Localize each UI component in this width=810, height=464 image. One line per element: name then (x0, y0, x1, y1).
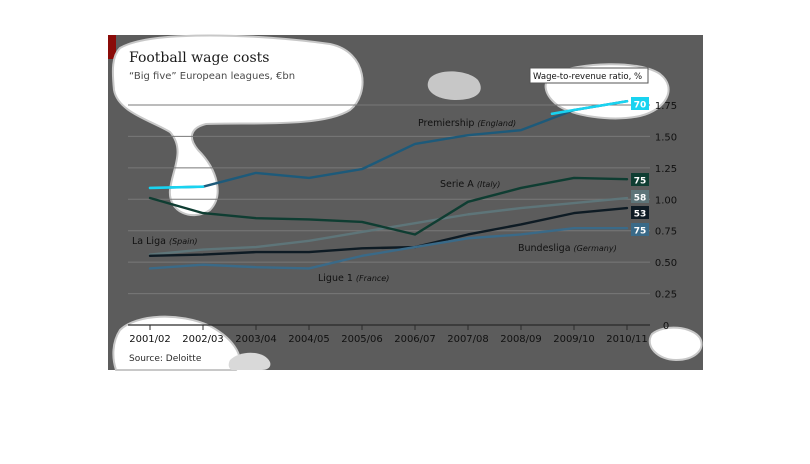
legend-note-text: Wage-to-revenue ratio, % (533, 72, 642, 82)
series-name: La Liga (132, 236, 169, 247)
x-tick-label: 2001/02 (129, 334, 171, 345)
series-highlight-start (148, 185, 205, 190)
x-tick-label: 2005/06 (341, 334, 383, 345)
x-tick-label: 2010/11 (606, 334, 648, 345)
x-tick-label: 2004/05 (288, 334, 330, 345)
series-country: (England) (477, 119, 516, 128)
series-name: Bundesliga (518, 243, 574, 254)
y-tick-label: 1.75 (655, 101, 677, 112)
y-tick-label: 1.50 (655, 132, 677, 143)
series-country: (Italy) (477, 180, 501, 189)
series-name-label: Ligue 1 (France) (318, 273, 389, 284)
series-names: Premiership (England) Serie A (Italy) La L… (132, 118, 617, 284)
x-tick-label: 2008/09 (500, 334, 542, 345)
y-tick-label: 0.75 (655, 227, 677, 238)
x-tick-label: 2006/07 (394, 334, 436, 345)
series-country: (Germany) (574, 244, 617, 253)
y-tick-label: 1.00 (655, 195, 677, 206)
y-tick-label: 0 (663, 321, 669, 332)
chart-title: Football wage costs (129, 50, 269, 66)
x-tick-label: 2009/10 (553, 334, 595, 345)
end-label-box (631, 190, 649, 203)
x-tick-label: 2007/08 (447, 334, 489, 345)
y-tick-label: 0.25 (655, 290, 677, 301)
end-label-value: 70 (634, 101, 647, 111)
y-axis: 0 0.25 0.50 0.75 1.00 1.25 1.50 1.75 (655, 101, 677, 332)
end-label-box (631, 97, 649, 110)
legend-note: Wage-to-revenue ratio, % (529, 67, 649, 84)
series-country: (France) (356, 274, 389, 283)
series-line-premiership (148, 100, 629, 190)
source-note: Source: Deloitte (129, 354, 202, 364)
series-name: Ligue 1 (318, 273, 356, 284)
end-label-box (631, 223, 649, 236)
accent-bar (108, 35, 116, 59)
end-label-value: 75 (634, 227, 647, 237)
x-tick-label: 2002/03 (182, 334, 224, 345)
series-highlight-premiership (550, 99, 629, 116)
series-name-label: Premiership (England) (418, 118, 516, 129)
end-label-value: 75 (634, 177, 647, 187)
y-tick-label: 1.25 (655, 164, 677, 175)
chart-subtitle: “Big five” European leagues, €bn (129, 71, 295, 82)
end-labels: 70 75 58 53 75 (631, 97, 649, 237)
series-name-label: Bundesliga (Germany) (518, 243, 617, 254)
series-name: Serie A (440, 179, 477, 190)
gridlines (128, 104, 650, 326)
series-line-ligue-1 (148, 226, 629, 270)
series-lines (148, 99, 629, 270)
series-line-bundesliga (148, 206, 629, 258)
series-name-label: Serie A (Italy) (440, 179, 500, 190)
series-line-serie-a (148, 176, 629, 236)
end-label-box (631, 206, 649, 219)
y-tick-label: 0.50 (655, 258, 677, 269)
series-name-label: La Liga (Spain) (132, 236, 198, 247)
series-country: (Spain) (169, 237, 198, 246)
overlay-blotches (111, 34, 703, 371)
series-name: Premiership (418, 118, 477, 129)
x-axis: 2001/02 2002/03 2003/04 2004/05 2005/06 2006/… (129, 325, 648, 345)
end-label-value: 58 (634, 194, 647, 204)
end-label-value: 53 (634, 210, 647, 220)
end-label-box (631, 173, 649, 186)
x-tick-label: 2003/04 (235, 334, 277, 345)
